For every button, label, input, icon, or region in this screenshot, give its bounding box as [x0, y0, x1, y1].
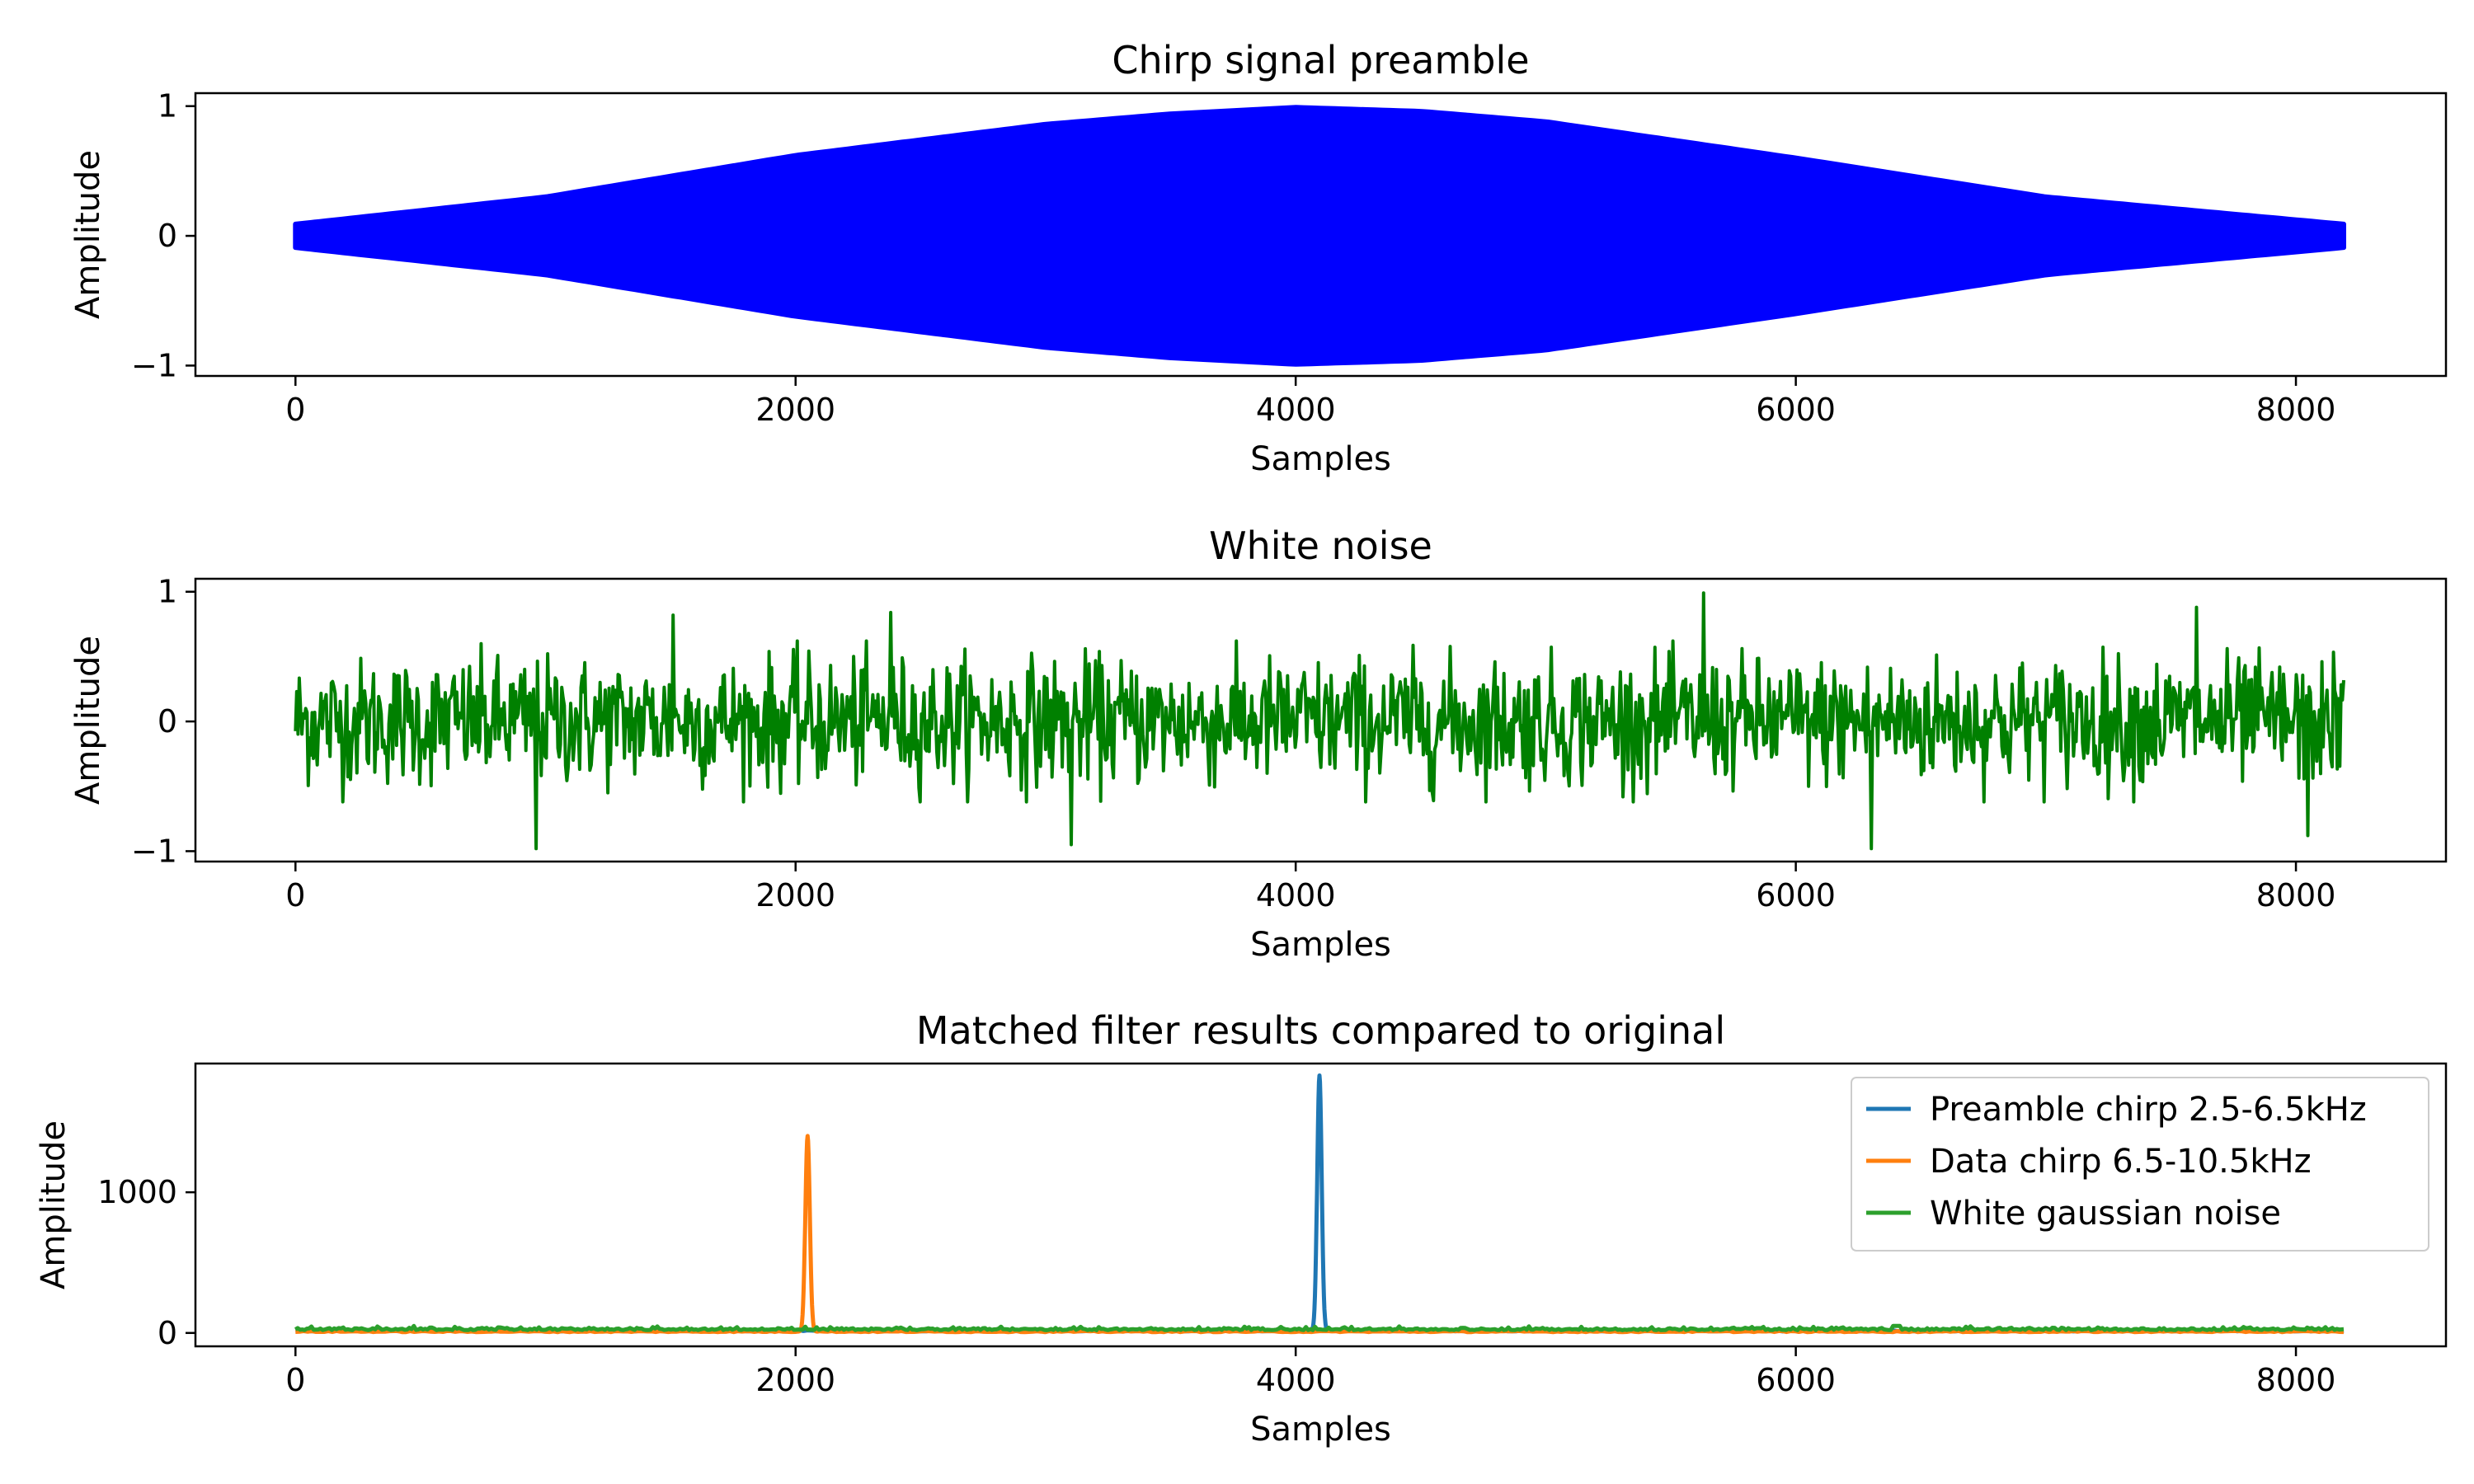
x-tick-label: 6000 [1756, 877, 1836, 913]
y-tick-label: 0 [158, 703, 177, 740]
y-tick-label: 0 [158, 1315, 177, 1351]
y-tick-label: −1 [131, 347, 177, 383]
white-noise-line [294, 591, 2345, 851]
chirp-signal-band [293, 105, 2346, 367]
subplot-1: 0 2000 4000 6000 8000 −1 0 1 Chirp signal preamb… [69, 38, 2448, 478]
x-axis-label: Samples [1250, 440, 1391, 478]
x-tick-label: 4000 [1256, 1362, 1336, 1398]
axes-frame [194, 92, 2448, 378]
plot-area [294, 1073, 2345, 1335]
x-tick-label: 2000 [755, 877, 835, 913]
y-tick-label: −1 [131, 833, 177, 869]
plot-area [294, 591, 2345, 851]
x-tick-label: 8000 [2256, 877, 2336, 913]
x-tick-label: 6000 [1756, 392, 1836, 428]
x-tick-label: 4000 [1256, 877, 1336, 913]
legend: Preamble chirp 2.5-6.5kHz Data chirp 6.5-… [1851, 1077, 2429, 1252]
series-line-2 [295, 1134, 2345, 1335]
x-tick-label: 6000 [1756, 1362, 1836, 1398]
y-axis-label: Amplitude [35, 1120, 73, 1289]
legend-label-3: White gaussian noise [1930, 1195, 2281, 1233]
subplot-2: 0 2000 4000 6000 8000 −1 0 1 White noise Samples A… [69, 524, 2448, 964]
x-tick-label: 4000 [1256, 392, 1336, 428]
y-axis-label: Amplitude [69, 150, 107, 319]
y-tick-label: 1 [158, 88, 177, 124]
y-tick-label: 1 [158, 574, 177, 610]
subplot-title: Chirp signal preamble [1112, 38, 1529, 82]
x-axis-label: Samples [1250, 926, 1391, 964]
subplot-title: White noise [1209, 524, 1432, 568]
x-tick-label: 0 [285, 1362, 305, 1398]
axes-frame [194, 1062, 2448, 1348]
x-axis-label: Samples [1250, 1411, 1391, 1449]
x-tick-label: 8000 [2256, 1362, 2336, 1398]
series-line-3 [294, 1323, 2345, 1332]
x-tick-label: 2000 [755, 1362, 835, 1398]
x-tick-label: 0 [285, 877, 305, 913]
legend-label-1: Preamble chirp 2.5-6.5kHz [1930, 1091, 2367, 1129]
axes-frame [194, 577, 2448, 863]
x-tick-label: 8000 [2256, 392, 2336, 428]
legend-label-2: Data chirp 6.5-10.5kHz [1930, 1143, 2312, 1181]
y-tick-label: 1000 [97, 1174, 177, 1210]
x-tick-label: 2000 [755, 392, 835, 428]
x-tick-label: 0 [285, 392, 305, 428]
y-axis-label: Amplitude [69, 636, 107, 805]
legend-frame [1851, 1077, 2429, 1252]
y-tick-label: 0 [158, 218, 177, 254]
plot-area [293, 105, 2346, 367]
subplot-title: Matched filter results compared to origi… [916, 1008, 1725, 1053]
subplot-3: Preamble chirp 2.5-6.5kHz Data chirp 6.5-… [35, 1008, 2448, 1449]
